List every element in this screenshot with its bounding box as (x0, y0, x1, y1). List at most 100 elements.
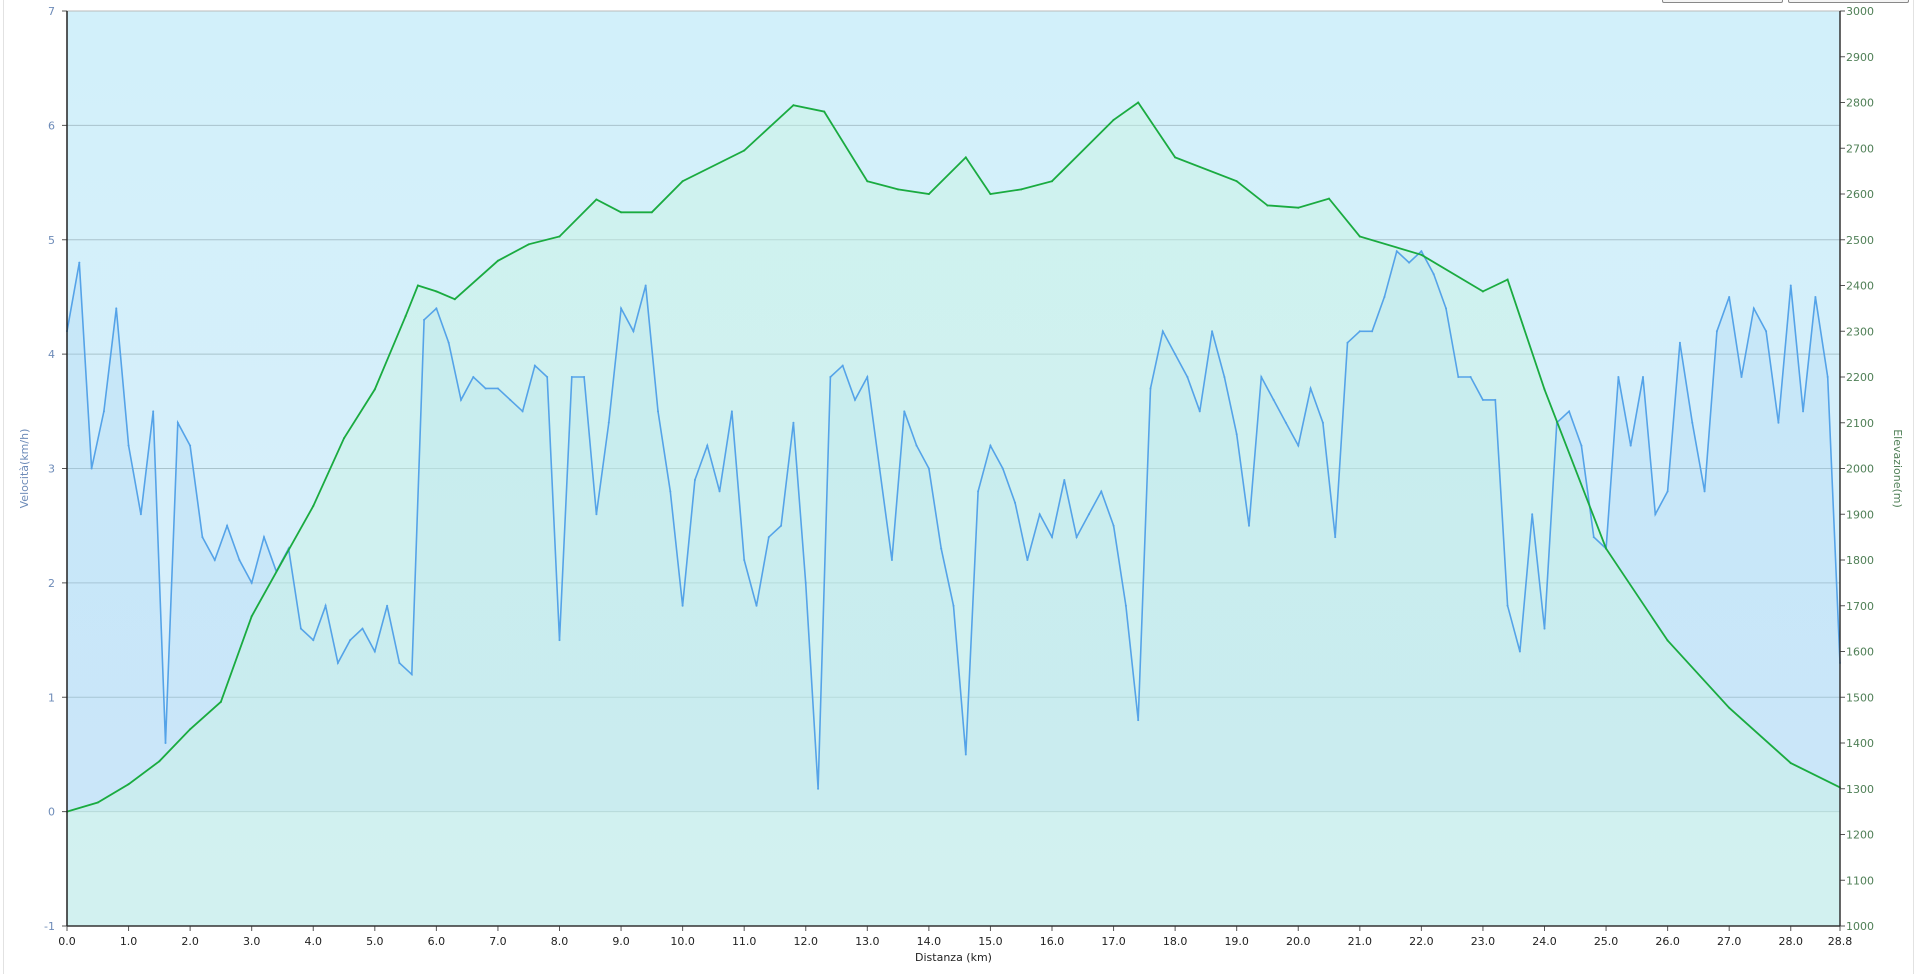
speed-point (410, 673, 413, 676)
speed-point (127, 444, 130, 447)
speed-point (1469, 376, 1472, 378)
elevation-point (1174, 156, 1177, 159)
x-tick-label: 5.0 (366, 935, 384, 948)
speed-point (854, 398, 856, 401)
series-layer (66, 101, 1841, 926)
elevation-point (743, 149, 746, 152)
elevation-point (1666, 639, 1669, 642)
speed-point (1814, 295, 1817, 298)
speed-point (1432, 273, 1435, 276)
speed-point (115, 307, 118, 310)
x-tick-label: 23.0 (1471, 935, 1496, 948)
speed-point (1260, 376, 1263, 378)
toolbar-button-2[interactable] (1788, 0, 1909, 3)
speed-point (1137, 719, 1140, 722)
speed-point (139, 513, 142, 516)
speed-point (238, 559, 241, 561)
elevation-point (964, 156, 967, 159)
speed-point (1691, 421, 1694, 424)
elevation-point (1235, 180, 1238, 183)
right-tick-label: 1500 (1846, 691, 1874, 704)
x-tick-label: 10.0 (670, 935, 695, 948)
grid (67, 124, 1840, 813)
speed-point (1457, 376, 1460, 378)
speed-point (1678, 341, 1681, 344)
speed-point (1087, 513, 1090, 516)
elevation-point (281, 559, 284, 562)
speed-point (435, 307, 438, 310)
speed-point (1112, 524, 1115, 527)
speed-point (201, 536, 204, 539)
speed-point (299, 627, 302, 630)
toolbar-button-1[interactable] (1662, 0, 1783, 3)
right-tick-label: 2400 (1846, 280, 1874, 293)
left-tick-label: 5 (48, 234, 55, 247)
elevation-point (189, 728, 192, 731)
speed-point (324, 604, 327, 607)
speed-point (878, 467, 881, 470)
elevation-area (67, 102, 1840, 926)
x-axis-label: Distanza (km) (915, 951, 992, 964)
elevation-point (435, 290, 438, 293)
speed-point (977, 490, 980, 493)
elevation-point (650, 211, 653, 214)
elevation-point (792, 104, 795, 107)
speed-point (90, 467, 93, 470)
speed-point (1358, 330, 1361, 333)
elevation-point (1789, 762, 1792, 765)
speed-point (349, 639, 352, 642)
speed-point (250, 581, 253, 584)
speed-point (1100, 490, 1103, 493)
speed-point (213, 559, 216, 561)
speed-point (780, 524, 783, 527)
elevation-point (681, 180, 684, 183)
speed-point (1014, 501, 1017, 504)
speed-point (423, 318, 426, 321)
elevation-point (250, 615, 253, 618)
x-tick-label: 3.0 (243, 935, 261, 948)
left-axis-label: Velocità(km/h) (18, 429, 31, 509)
speed-point (1642, 376, 1644, 378)
speed-point (1715, 330, 1718, 333)
elevation-point (927, 193, 930, 195)
speed-point (1038, 513, 1041, 516)
speed-point (176, 421, 179, 424)
speed-point (706, 444, 709, 447)
right-tick-label: 1000 (1846, 920, 1874, 933)
speed-point (1789, 284, 1792, 287)
left-tick-label: 3 (48, 463, 55, 476)
axes: -1 0 1 2 3 4 5 6 7 1000 1100 1200 1300 1400 1500 1600 17… (44, 5, 1874, 948)
elevation-point (219, 700, 222, 703)
left-tick-label: 0 (48, 806, 55, 819)
speed-point (607, 421, 610, 424)
speed-point (152, 410, 155, 413)
x-tick-label: 27.0 (1717, 935, 1742, 948)
speed-point (1481, 398, 1484, 401)
speed-point (361, 627, 364, 630)
speed-point (755, 604, 758, 607)
x-tick-label: 24.0 (1532, 935, 1557, 948)
elevation-point (595, 198, 598, 201)
right-tick-label: 2200 (1846, 371, 1874, 384)
speed-point (693, 478, 696, 481)
x-tick-label: 12.0 (794, 935, 819, 948)
speed-point (669, 490, 672, 493)
x-tick-label: 7.0 (489, 935, 507, 948)
right-tick-label: 2700 (1846, 142, 1874, 155)
speed-point (1494, 398, 1497, 401)
elevation-point (1481, 290, 1484, 293)
x-tick-label: 9.0 (612, 935, 630, 948)
x-tick-label: 20.0 (1286, 935, 1311, 948)
speed-point (718, 490, 721, 493)
speed-point (767, 536, 770, 539)
right-tick-label: 2900 (1846, 51, 1874, 64)
speed-point (1826, 376, 1829, 378)
speed-point (1174, 353, 1177, 356)
speed-point (792, 421, 795, 424)
speed-point (484, 387, 487, 390)
elevation-point (158, 760, 161, 763)
speed-point (398, 661, 401, 664)
x-tick-label: 22.0 (1409, 935, 1434, 948)
right-tick-label: 1300 (1846, 783, 1874, 796)
